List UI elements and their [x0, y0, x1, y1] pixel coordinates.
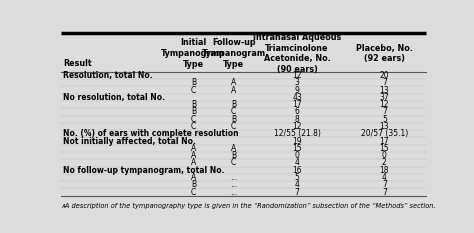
Text: Intranasal Aqueous
Triamcinolone
Acetonide, No.
(90 ears): Intranasal Aqueous Triamcinolone Acetoni… — [253, 33, 341, 74]
Text: 6: 6 — [295, 107, 300, 116]
Text: A: A — [191, 158, 196, 168]
Text: 17: 17 — [292, 100, 302, 109]
Text: C: C — [231, 122, 237, 131]
Text: B: B — [231, 151, 237, 160]
Text: ᴀA description of the tympanography type is given in the “Randomization” subsect: ᴀA description of the tympanography type… — [61, 203, 436, 209]
Text: 5: 5 — [382, 115, 387, 124]
Text: No. (%) of ears with complete resolution: No. (%) of ears with complete resolution — [63, 129, 238, 138]
Text: A: A — [191, 151, 196, 160]
Text: Not initially affected, total No.: Not initially affected, total No. — [63, 137, 196, 146]
Text: B: B — [191, 107, 196, 116]
Text: B: B — [191, 78, 196, 87]
Text: ...: ... — [230, 173, 237, 182]
Text: 12: 12 — [380, 100, 389, 109]
Text: 7: 7 — [382, 78, 387, 87]
Text: A: A — [191, 173, 196, 182]
Text: 19: 19 — [292, 137, 302, 146]
Text: 7: 7 — [295, 188, 300, 197]
Text: 0: 0 — [382, 151, 387, 160]
Text: 37: 37 — [380, 93, 389, 102]
Text: ...: ... — [230, 188, 237, 197]
Text: 9: 9 — [295, 86, 300, 95]
Text: No resolution, total No.: No resolution, total No. — [63, 93, 165, 102]
Text: Initial
Tympanogram
Type: Initial Tympanogram Type — [161, 38, 226, 69]
Text: 3: 3 — [295, 78, 300, 87]
Text: 43: 43 — [292, 93, 302, 102]
Text: 12: 12 — [292, 71, 302, 80]
Text: A: A — [231, 78, 237, 87]
Text: 12: 12 — [292, 122, 302, 131]
Text: 8: 8 — [295, 115, 300, 124]
Text: 18: 18 — [380, 166, 389, 175]
Text: C: C — [231, 158, 237, 168]
Text: Result: Result — [63, 59, 91, 68]
Text: 13: 13 — [380, 86, 389, 95]
Text: 7: 7 — [382, 180, 387, 189]
Text: 4: 4 — [295, 180, 300, 189]
Text: 15: 15 — [380, 144, 389, 153]
Text: A: A — [191, 144, 196, 153]
Text: No follow-up tympanogram, total No.: No follow-up tympanogram, total No. — [63, 166, 224, 175]
Text: C: C — [191, 188, 196, 197]
Text: 20: 20 — [380, 71, 389, 80]
Text: 4: 4 — [295, 158, 300, 168]
Text: 20/57 (35.1): 20/57 (35.1) — [361, 129, 408, 138]
Text: 13: 13 — [380, 122, 389, 131]
Text: 0: 0 — [295, 151, 300, 160]
Text: 15: 15 — [292, 144, 302, 153]
Text: 7: 7 — [382, 188, 387, 197]
Text: 7: 7 — [382, 107, 387, 116]
Text: 16: 16 — [292, 166, 302, 175]
Text: B: B — [231, 115, 237, 124]
Text: 5: 5 — [295, 173, 300, 182]
Text: A: A — [231, 86, 237, 95]
Bar — [61, 35, 426, 196]
Text: C: C — [231, 107, 237, 116]
Text: Placebo, No.
(92 ears): Placebo, No. (92 ears) — [356, 44, 413, 63]
Text: 2: 2 — [382, 158, 387, 168]
Text: 17: 17 — [380, 137, 389, 146]
Text: B: B — [191, 100, 196, 109]
Text: B: B — [231, 100, 237, 109]
Text: C: C — [191, 115, 196, 124]
Text: 12/55 (21.8): 12/55 (21.8) — [273, 129, 320, 138]
Text: ...: ... — [230, 180, 237, 189]
Text: A: A — [231, 144, 237, 153]
Text: Follow-up
Tympanogram
Type: Follow-up Tympanogram Type — [201, 38, 266, 69]
Text: B: B — [191, 180, 196, 189]
Text: C: C — [191, 122, 196, 131]
Text: 4: 4 — [382, 173, 387, 182]
Text: C: C — [191, 86, 196, 95]
Text: Resolution, total No.: Resolution, total No. — [63, 71, 153, 80]
